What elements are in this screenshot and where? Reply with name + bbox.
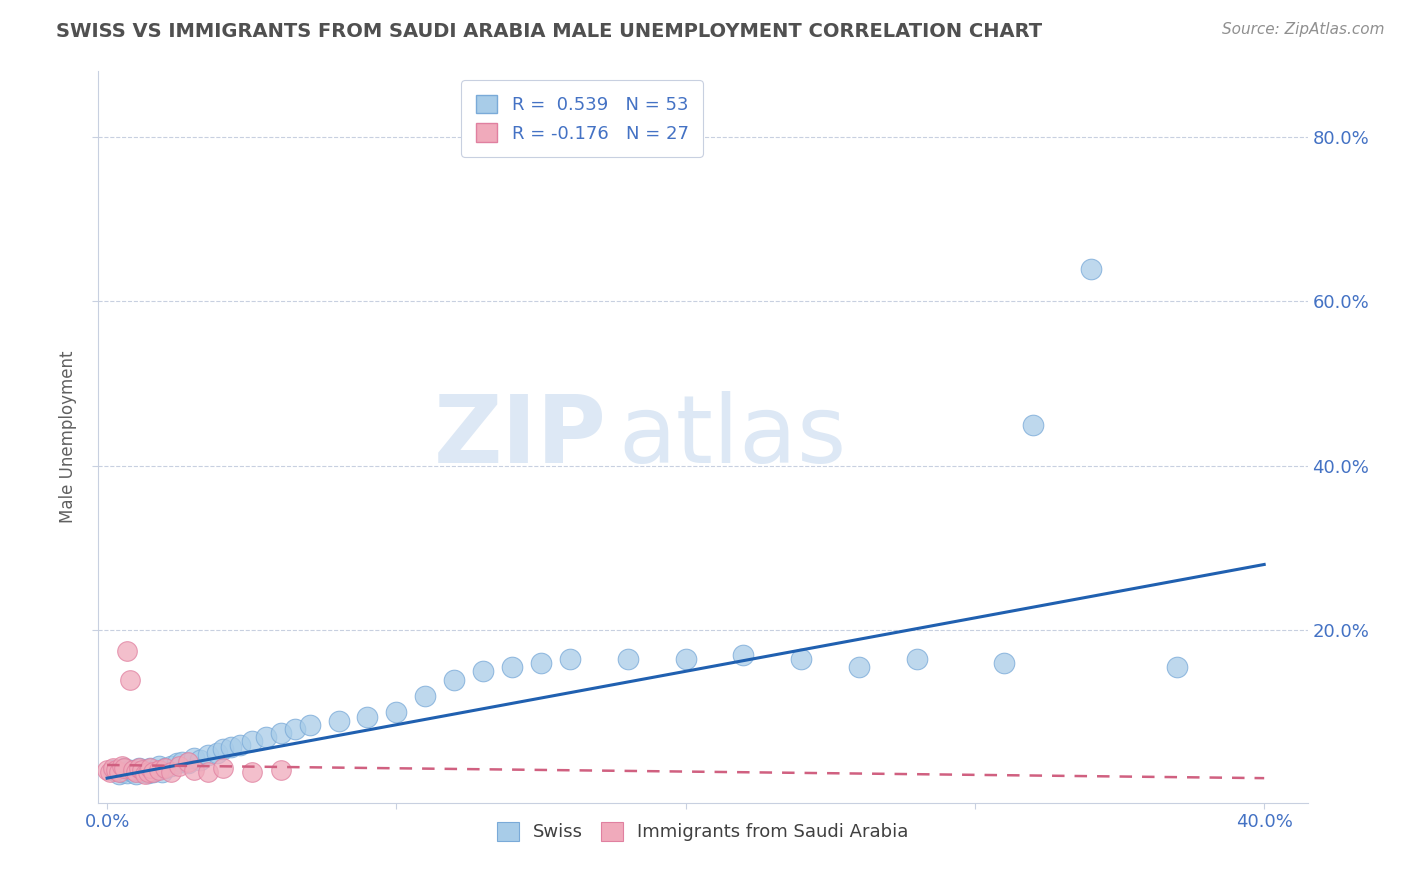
Point xyxy=(120,763,142,777)
Point xyxy=(733,648,755,662)
Point xyxy=(139,761,162,775)
Text: SWISS VS IMMIGRANTS FROM SAUDI ARABIA MALE UNEMPLOYMENT CORRELATION CHART: SWISS VS IMMIGRANTS FROM SAUDI ARABIA MA… xyxy=(56,22,1042,41)
Point xyxy=(270,726,292,740)
Point xyxy=(530,656,553,670)
Point xyxy=(221,739,243,754)
Point xyxy=(110,764,132,779)
Point xyxy=(240,764,263,779)
Point xyxy=(172,755,194,769)
Point xyxy=(675,652,697,666)
Point xyxy=(125,767,148,781)
Point xyxy=(298,717,321,731)
Point xyxy=(96,763,118,777)
Point xyxy=(139,761,162,775)
Point xyxy=(177,756,200,771)
Text: atlas: atlas xyxy=(619,391,846,483)
Point xyxy=(117,766,139,780)
Point xyxy=(183,750,205,764)
Point xyxy=(790,652,813,666)
Point xyxy=(848,660,870,674)
Point xyxy=(254,730,277,744)
Point xyxy=(159,764,181,779)
Point xyxy=(169,759,191,773)
Point xyxy=(142,764,165,779)
Point xyxy=(134,767,156,781)
Point xyxy=(107,764,129,779)
Point xyxy=(153,761,176,775)
Point xyxy=(101,763,124,777)
Point xyxy=(125,764,148,779)
Text: Source: ZipAtlas.com: Source: ZipAtlas.com xyxy=(1222,22,1385,37)
Point xyxy=(101,761,124,775)
Point xyxy=(558,652,581,666)
Point xyxy=(1080,261,1102,276)
Point xyxy=(145,763,167,777)
Point xyxy=(131,763,153,777)
Point xyxy=(240,734,263,748)
Point xyxy=(183,763,205,777)
Legend: Swiss, Immigrants from Saudi Arabia: Swiss, Immigrants from Saudi Arabia xyxy=(489,814,917,848)
Point xyxy=(905,652,928,666)
Point xyxy=(107,767,129,781)
Text: ZIP: ZIP xyxy=(433,391,606,483)
Point xyxy=(472,665,495,679)
Point xyxy=(134,763,156,777)
Point xyxy=(177,755,200,769)
Point xyxy=(197,764,219,779)
Point xyxy=(413,689,436,703)
Point xyxy=(114,761,136,775)
Point xyxy=(128,761,150,775)
Point xyxy=(501,660,523,674)
Point xyxy=(142,764,165,779)
Point xyxy=(122,763,145,777)
Point xyxy=(356,709,378,723)
Point xyxy=(114,761,136,775)
Point xyxy=(128,761,150,775)
Point xyxy=(1166,660,1188,674)
Point xyxy=(159,759,181,773)
Point xyxy=(136,764,159,779)
Point xyxy=(328,714,350,728)
Point xyxy=(270,763,292,777)
Point xyxy=(98,764,121,779)
Point xyxy=(117,644,139,658)
Point xyxy=(443,673,465,687)
Point xyxy=(284,722,307,736)
Point xyxy=(153,761,176,775)
Point xyxy=(205,747,228,761)
Point xyxy=(148,763,170,777)
Point xyxy=(131,764,153,779)
Point xyxy=(120,673,142,687)
Point xyxy=(136,766,159,780)
Point xyxy=(104,763,127,777)
Point xyxy=(385,706,408,720)
Point xyxy=(211,742,233,756)
Y-axis label: Male Unemployment: Male Unemployment xyxy=(59,351,77,524)
Point xyxy=(1022,417,1045,432)
Point xyxy=(166,756,188,771)
Point xyxy=(122,764,145,779)
Point xyxy=(229,739,252,753)
Point xyxy=(110,759,132,773)
Point xyxy=(148,759,170,773)
Point xyxy=(188,753,211,767)
Point xyxy=(993,656,1015,670)
Point xyxy=(211,761,233,775)
Point xyxy=(197,748,219,763)
Point xyxy=(617,652,640,666)
Point xyxy=(150,764,173,779)
